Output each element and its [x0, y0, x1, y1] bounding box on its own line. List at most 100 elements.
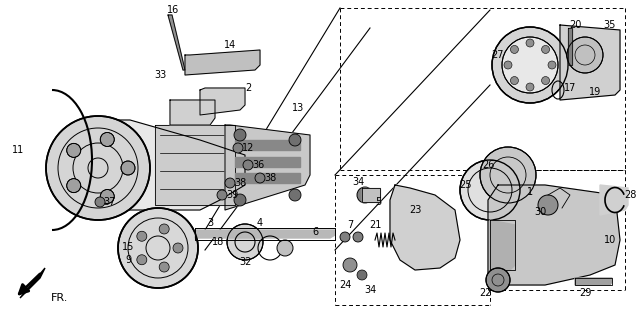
Circle shape [567, 37, 603, 73]
Polygon shape [225, 125, 310, 210]
Text: 38: 38 [234, 178, 246, 188]
Circle shape [243, 160, 253, 170]
Circle shape [504, 61, 512, 69]
Circle shape [118, 208, 198, 288]
Circle shape [289, 134, 301, 146]
Polygon shape [155, 125, 235, 205]
Text: 34: 34 [352, 177, 364, 187]
Text: 38: 38 [264, 173, 276, 183]
Text: 13: 13 [292, 103, 304, 113]
Text: 19: 19 [589, 87, 601, 97]
Circle shape [343, 258, 357, 272]
Circle shape [541, 77, 550, 85]
Circle shape [511, 45, 518, 54]
Polygon shape [235, 173, 300, 183]
Text: 20: 20 [569, 20, 581, 30]
Text: 32: 32 [239, 257, 251, 267]
Text: 33: 33 [154, 70, 166, 80]
Text: 39: 39 [226, 190, 238, 200]
Text: 30: 30 [534, 207, 546, 217]
Text: 15: 15 [122, 242, 134, 252]
Text: 7: 7 [347, 220, 353, 230]
Text: 22: 22 [479, 288, 492, 298]
Circle shape [233, 143, 243, 153]
Polygon shape [168, 15, 185, 70]
Text: 27: 27 [491, 50, 503, 60]
Circle shape [526, 83, 534, 91]
Circle shape [234, 194, 246, 206]
Text: 2: 2 [245, 83, 251, 93]
Circle shape [357, 187, 373, 203]
Text: 14: 14 [224, 40, 236, 50]
Text: 11: 11 [12, 145, 24, 155]
Circle shape [173, 243, 183, 253]
Text: 3: 3 [207, 218, 213, 228]
Polygon shape [600, 185, 628, 215]
Text: 6: 6 [312, 227, 318, 237]
Circle shape [100, 132, 115, 146]
Text: 10: 10 [604, 235, 616, 245]
Polygon shape [185, 50, 260, 75]
Circle shape [480, 147, 536, 203]
Circle shape [526, 39, 534, 47]
Circle shape [277, 240, 293, 256]
Circle shape [289, 189, 301, 201]
Polygon shape [235, 140, 300, 150]
Text: 21: 21 [369, 220, 381, 230]
Polygon shape [170, 100, 215, 125]
Circle shape [46, 116, 150, 220]
Text: 36: 36 [252, 160, 264, 170]
Text: 1: 1 [527, 187, 533, 197]
Circle shape [541, 45, 550, 54]
Circle shape [353, 232, 363, 242]
Circle shape [225, 178, 235, 188]
Polygon shape [20, 268, 45, 298]
Text: 35: 35 [604, 20, 616, 30]
Polygon shape [95, 120, 245, 210]
Circle shape [357, 270, 367, 280]
Circle shape [100, 190, 115, 203]
Circle shape [67, 179, 81, 192]
Circle shape [502, 37, 558, 93]
Text: 18: 18 [212, 237, 224, 247]
Text: 28: 28 [624, 190, 636, 200]
Text: 26: 26 [482, 160, 494, 170]
Polygon shape [560, 25, 620, 100]
Circle shape [227, 224, 263, 260]
Text: 12: 12 [242, 143, 254, 153]
Circle shape [95, 197, 105, 207]
Circle shape [137, 231, 147, 241]
Circle shape [460, 160, 520, 220]
Text: FR.: FR. [51, 293, 68, 303]
Polygon shape [390, 185, 460, 270]
Text: 37: 37 [104, 197, 116, 207]
Circle shape [67, 143, 81, 157]
Circle shape [137, 255, 147, 265]
Text: 9: 9 [125, 255, 131, 265]
Circle shape [121, 161, 135, 175]
Circle shape [511, 77, 518, 85]
Circle shape [492, 27, 568, 103]
Text: 16: 16 [167, 5, 179, 15]
Text: 29: 29 [579, 288, 591, 298]
Circle shape [548, 61, 556, 69]
Polygon shape [488, 185, 620, 285]
Circle shape [340, 232, 350, 242]
Text: 23: 23 [409, 205, 421, 215]
Circle shape [217, 190, 227, 200]
Circle shape [234, 129, 246, 141]
Circle shape [486, 268, 510, 292]
Polygon shape [235, 157, 300, 167]
Text: 34: 34 [364, 285, 376, 295]
Polygon shape [568, 28, 572, 65]
Polygon shape [575, 278, 612, 285]
Text: 4: 4 [257, 218, 263, 228]
Polygon shape [362, 188, 380, 202]
Circle shape [159, 262, 169, 272]
Polygon shape [490, 220, 515, 270]
Text: 25: 25 [459, 180, 471, 190]
Circle shape [159, 224, 169, 234]
Circle shape [255, 173, 265, 183]
Text: 24: 24 [339, 280, 351, 290]
Polygon shape [195, 230, 335, 238]
